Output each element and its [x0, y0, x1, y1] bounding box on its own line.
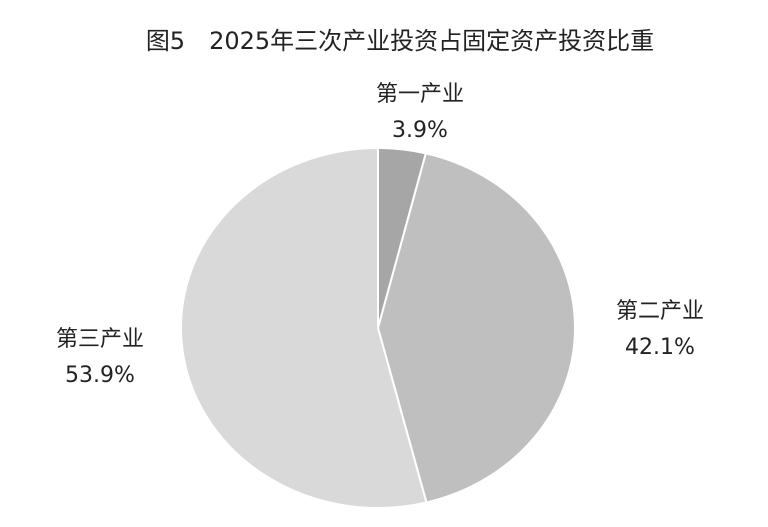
slice-label: 第三产业: [56, 327, 144, 352]
slice-label: 第二产业: [616, 299, 704, 324]
pie-slice: [180, 146, 428, 509]
slice-label: 第一产业: [376, 82, 464, 107]
pie-slice: [376, 152, 576, 504]
value-label: 3.9%: [392, 118, 448, 143]
value-label: 42.1%: [625, 335, 695, 360]
chart-title: 图5 2025年三次产业投资占固定资产投资比重: [146, 27, 654, 55]
value-label: 53.9%: [65, 363, 135, 388]
